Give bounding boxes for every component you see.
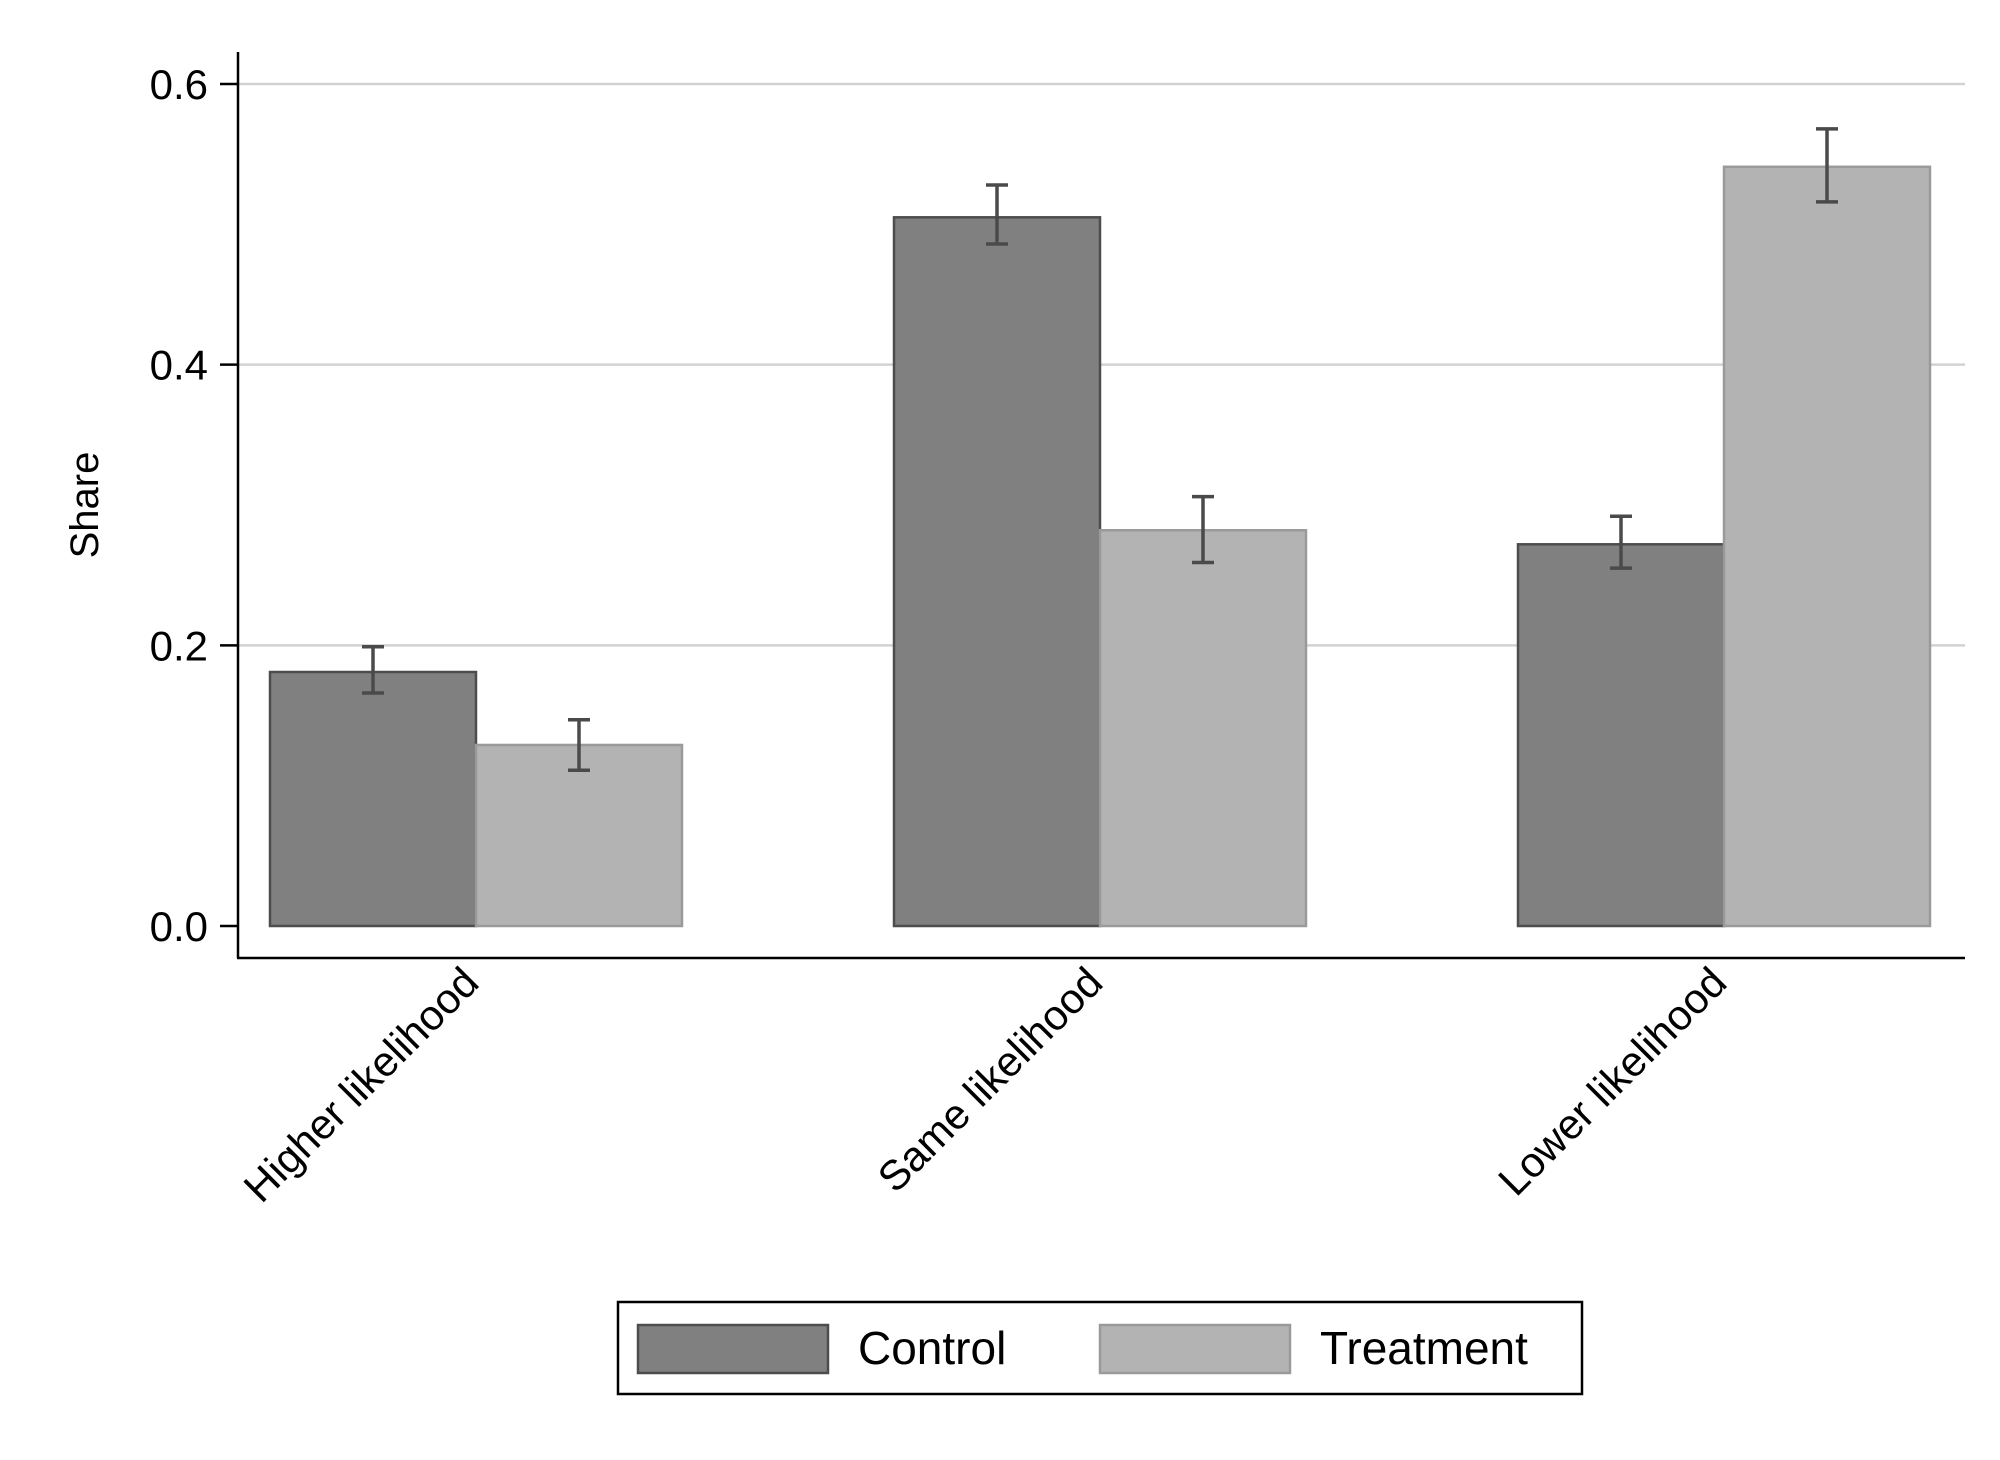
bar-treatment-1 <box>474 743 684 928</box>
legend-swatch-control <box>636 1323 830 1375</box>
axes <box>236 52 1965 960</box>
x-tick-labels: Higher likelihood Same likelihood Lower li… <box>235 958 1736 1211</box>
x-tick-label: Higher likelihood <box>235 958 488 1211</box>
bars <box>268 165 1932 928</box>
y-axis-label: Share <box>63 452 107 559</box>
y-tick-label: 0.2 <box>150 622 208 669</box>
legend-swatch-treatment <box>1098 1323 1292 1375</box>
x-tick-label: Lower likelihood <box>1489 958 1735 1204</box>
y-tick-label: 0.0 <box>150 903 208 950</box>
bar-control-2 <box>892 216 1102 928</box>
bar-treatment-2 <box>1098 529 1308 928</box>
bar-control-3 <box>1516 543 1726 928</box>
y-tick-label: 0.4 <box>150 342 208 389</box>
legend-label-control: Control <box>858 1322 1006 1374</box>
bar-control-1 <box>268 670 478 928</box>
legend: Control Treatment <box>616 1300 1584 1396</box>
y-tick-label: 0.6 <box>150 61 208 108</box>
bar-treatment-3 <box>1722 165 1932 928</box>
error-bars <box>362 127 1838 772</box>
y-ticks: 0.0 0.2 0.4 0.6 <box>150 61 238 950</box>
x-tick-label: Same likelihood <box>868 958 1111 1201</box>
legend-label-treatment: Treatment <box>1320 1322 1528 1374</box>
